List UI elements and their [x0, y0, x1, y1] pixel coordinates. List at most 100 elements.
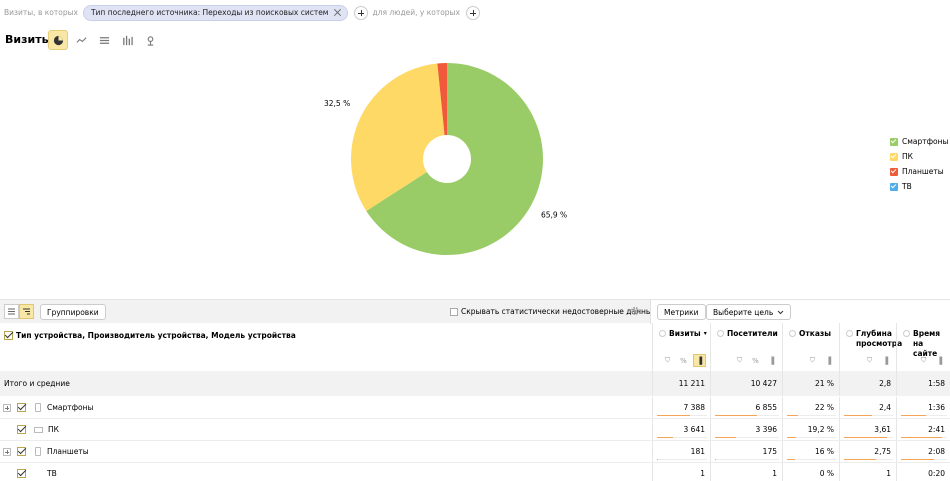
share-bar-track — [657, 437, 707, 438]
metric-cell: 0 % — [782, 463, 839, 481]
share-bar — [901, 459, 935, 460]
metric-cell: 2:41 — [896, 419, 950, 440]
add-visit-filter-button[interactable] — [354, 5, 369, 20]
pie-slice-0[interactable] — [366, 63, 543, 255]
filter-icon[interactable]: ⛉ — [736, 356, 743, 364]
bar-chart-icon[interactable]: ▐ — [882, 356, 889, 365]
hide-unreliable-label: Скрывать статистически недостоверные дан… — [461, 307, 657, 316]
column-depth[interactable]: Глубина просмотра ⛉ ▐ — [839, 323, 902, 371]
legend-item[interactable]: Смартфоны — [890, 134, 948, 149]
checkbox-icon[interactable] — [17, 447, 26, 456]
smartphone-icon — [35, 403, 41, 412]
info-icon[interactable] — [659, 330, 666, 337]
metrics-button[interactable]: Метрики — [657, 304, 706, 320]
gear-icon[interactable] — [630, 306, 640, 316]
checkbox-icon[interactable] — [890, 182, 898, 191]
bar-chart-icon[interactable] — [117, 30, 137, 50]
share-bar-track — [787, 459, 836, 460]
checkbox-icon[interactable] — [17, 425, 26, 434]
share-bar — [715, 437, 736, 438]
bar-chart-icon[interactable]: ▐ — [768, 356, 775, 365]
legend-label: ТВ — [902, 182, 912, 191]
checkbox-icon[interactable] — [890, 167, 898, 176]
table-row[interactable]: Планшеты 181 175 16 % 2,75 2:08 — [0, 441, 950, 463]
metric-cell: 1 — [839, 463, 896, 481]
table-row[interactable]: ТВ 1 1 0 % 1 0:20 — [0, 463, 950, 481]
select-goal-label: Выберите цель — [713, 307, 774, 317]
close-icon[interactable] — [333, 8, 342, 17]
info-icon[interactable] — [717, 330, 724, 337]
dimension-header[interactable]: Тип устройства, Производитель устройства… — [4, 331, 296, 340]
select-goal-button[interactable]: Выберите цель — [706, 304, 792, 320]
share-bar — [901, 437, 943, 438]
legend-label: Смартфоны — [902, 137, 949, 146]
pie-data-label: 65,9 % — [541, 210, 567, 219]
info-icon[interactable] — [903, 330, 910, 337]
checkbox-icon[interactable] — [450, 307, 458, 316]
table-row[interactable]: Смартфоны 7 388 6 855 22 % 2,4 1:36 — [0, 397, 950, 419]
tablet-icon — [35, 447, 41, 456]
filter-chip[interactable]: Тип последнего источника: Переходы из по… — [82, 4, 349, 21]
checkbox-icon[interactable] — [4, 331, 13, 340]
area-chart-icon[interactable] — [94, 30, 114, 50]
percent-icon[interactable]: % — [752, 356, 759, 365]
row-label: Планшеты — [47, 447, 89, 456]
column-title: Время на сайте — [913, 329, 941, 358]
column-visits[interactable]: Визиты ▾ ⛉ % ▐ — [652, 323, 710, 371]
row-dimension: Смартфоны — [0, 397, 93, 418]
groupings-button[interactable]: Группировки — [40, 304, 106, 320]
percent-icon[interactable]: % — [680, 356, 687, 365]
filter-icon[interactable]: ⛉ — [664, 356, 671, 364]
checkbox-icon[interactable] — [890, 137, 898, 146]
share-bar — [657, 437, 674, 438]
filter-icon[interactable]: ⛉ — [866, 356, 873, 364]
hide-unreliable-checkbox[interactable]: Скрывать статистически недостоверные дан… — [450, 307, 656, 316]
tree-view-icon[interactable] — [19, 304, 34, 319]
expand-icon[interactable] — [3, 447, 11, 456]
column-title: Визиты — [669, 329, 701, 338]
share-bar — [787, 437, 797, 438]
add-people-filter-button[interactable] — [465, 5, 480, 20]
filter-prefix: Визиты, в которых — [4, 8, 78, 17]
checkbox-icon[interactable] — [890, 152, 898, 161]
report-title: Визиты — [5, 33, 52, 46]
checkbox-icon[interactable] — [17, 403, 26, 412]
metric-cell: 2,8 — [839, 371, 896, 396]
donut-chart: 65,9 % 32,5 % — [324, 63, 567, 255]
legend-item[interactable]: Планшеты — [890, 164, 948, 179]
sort-desc-icon[interactable]: ▾ — [703, 330, 707, 337]
share-bar — [715, 415, 758, 416]
info-icon[interactable] — [846, 330, 853, 337]
info-icon[interactable] — [789, 330, 796, 337]
bar-chart-icon[interactable]: ▐ — [936, 356, 943, 365]
legend-item[interactable]: ПК — [890, 149, 948, 164]
pie-slice-1[interactable] — [350, 63, 445, 211]
filter-icon[interactable]: ⛉ — [920, 356, 927, 364]
column-bounces[interactable]: Отказы ⛉ ▐ — [782, 323, 839, 371]
pie-chart-icon[interactable] — [48, 30, 68, 50]
line-chart-icon[interactable] — [71, 30, 91, 50]
legend-item[interactable]: ТВ — [890, 179, 948, 194]
share-bar — [844, 459, 877, 460]
share-bar — [715, 459, 717, 460]
table-row[interactable]: ПК 3 641 3 396 19,2 % 3,61 2:41 — [0, 419, 950, 441]
table-header: Тип устройства, Производитель устройства… — [0, 323, 950, 371]
filter-icon[interactable]: ⛉ — [809, 356, 816, 364]
column-title: Посетители — [727, 329, 778, 338]
pie-slice-2[interactable] — [437, 63, 447, 136]
share-bar-track — [787, 415, 836, 416]
map-icon[interactable] — [140, 30, 160, 50]
metric-cell: 0:20 — [896, 463, 950, 481]
bar-chart-icon[interactable]: ▐ — [825, 356, 832, 365]
metric-cell: 11 211 — [652, 371, 710, 396]
chart-legend: Смартфоны ПК Планшеты ТВ — [890, 134, 948, 194]
row-dimension: Итого и средние — [0, 371, 70, 396]
column-time-on-site[interactable]: Время на сайте ⛉ ▐ — [896, 323, 950, 371]
expand-icon[interactable] — [3, 403, 11, 412]
bar-chart-icon[interactable]: ▐ — [693, 354, 706, 367]
list-view-icon[interactable] — [4, 304, 19, 319]
checkbox-icon[interactable] — [17, 469, 26, 478]
share-bar — [657, 415, 690, 416]
total-row[interactable]: Итого и средние 11 211 10 427 21 % 2,8 1:58 — [0, 371, 950, 396]
column-visitors[interactable]: Посетители ⛉ % ▐ — [710, 323, 782, 371]
